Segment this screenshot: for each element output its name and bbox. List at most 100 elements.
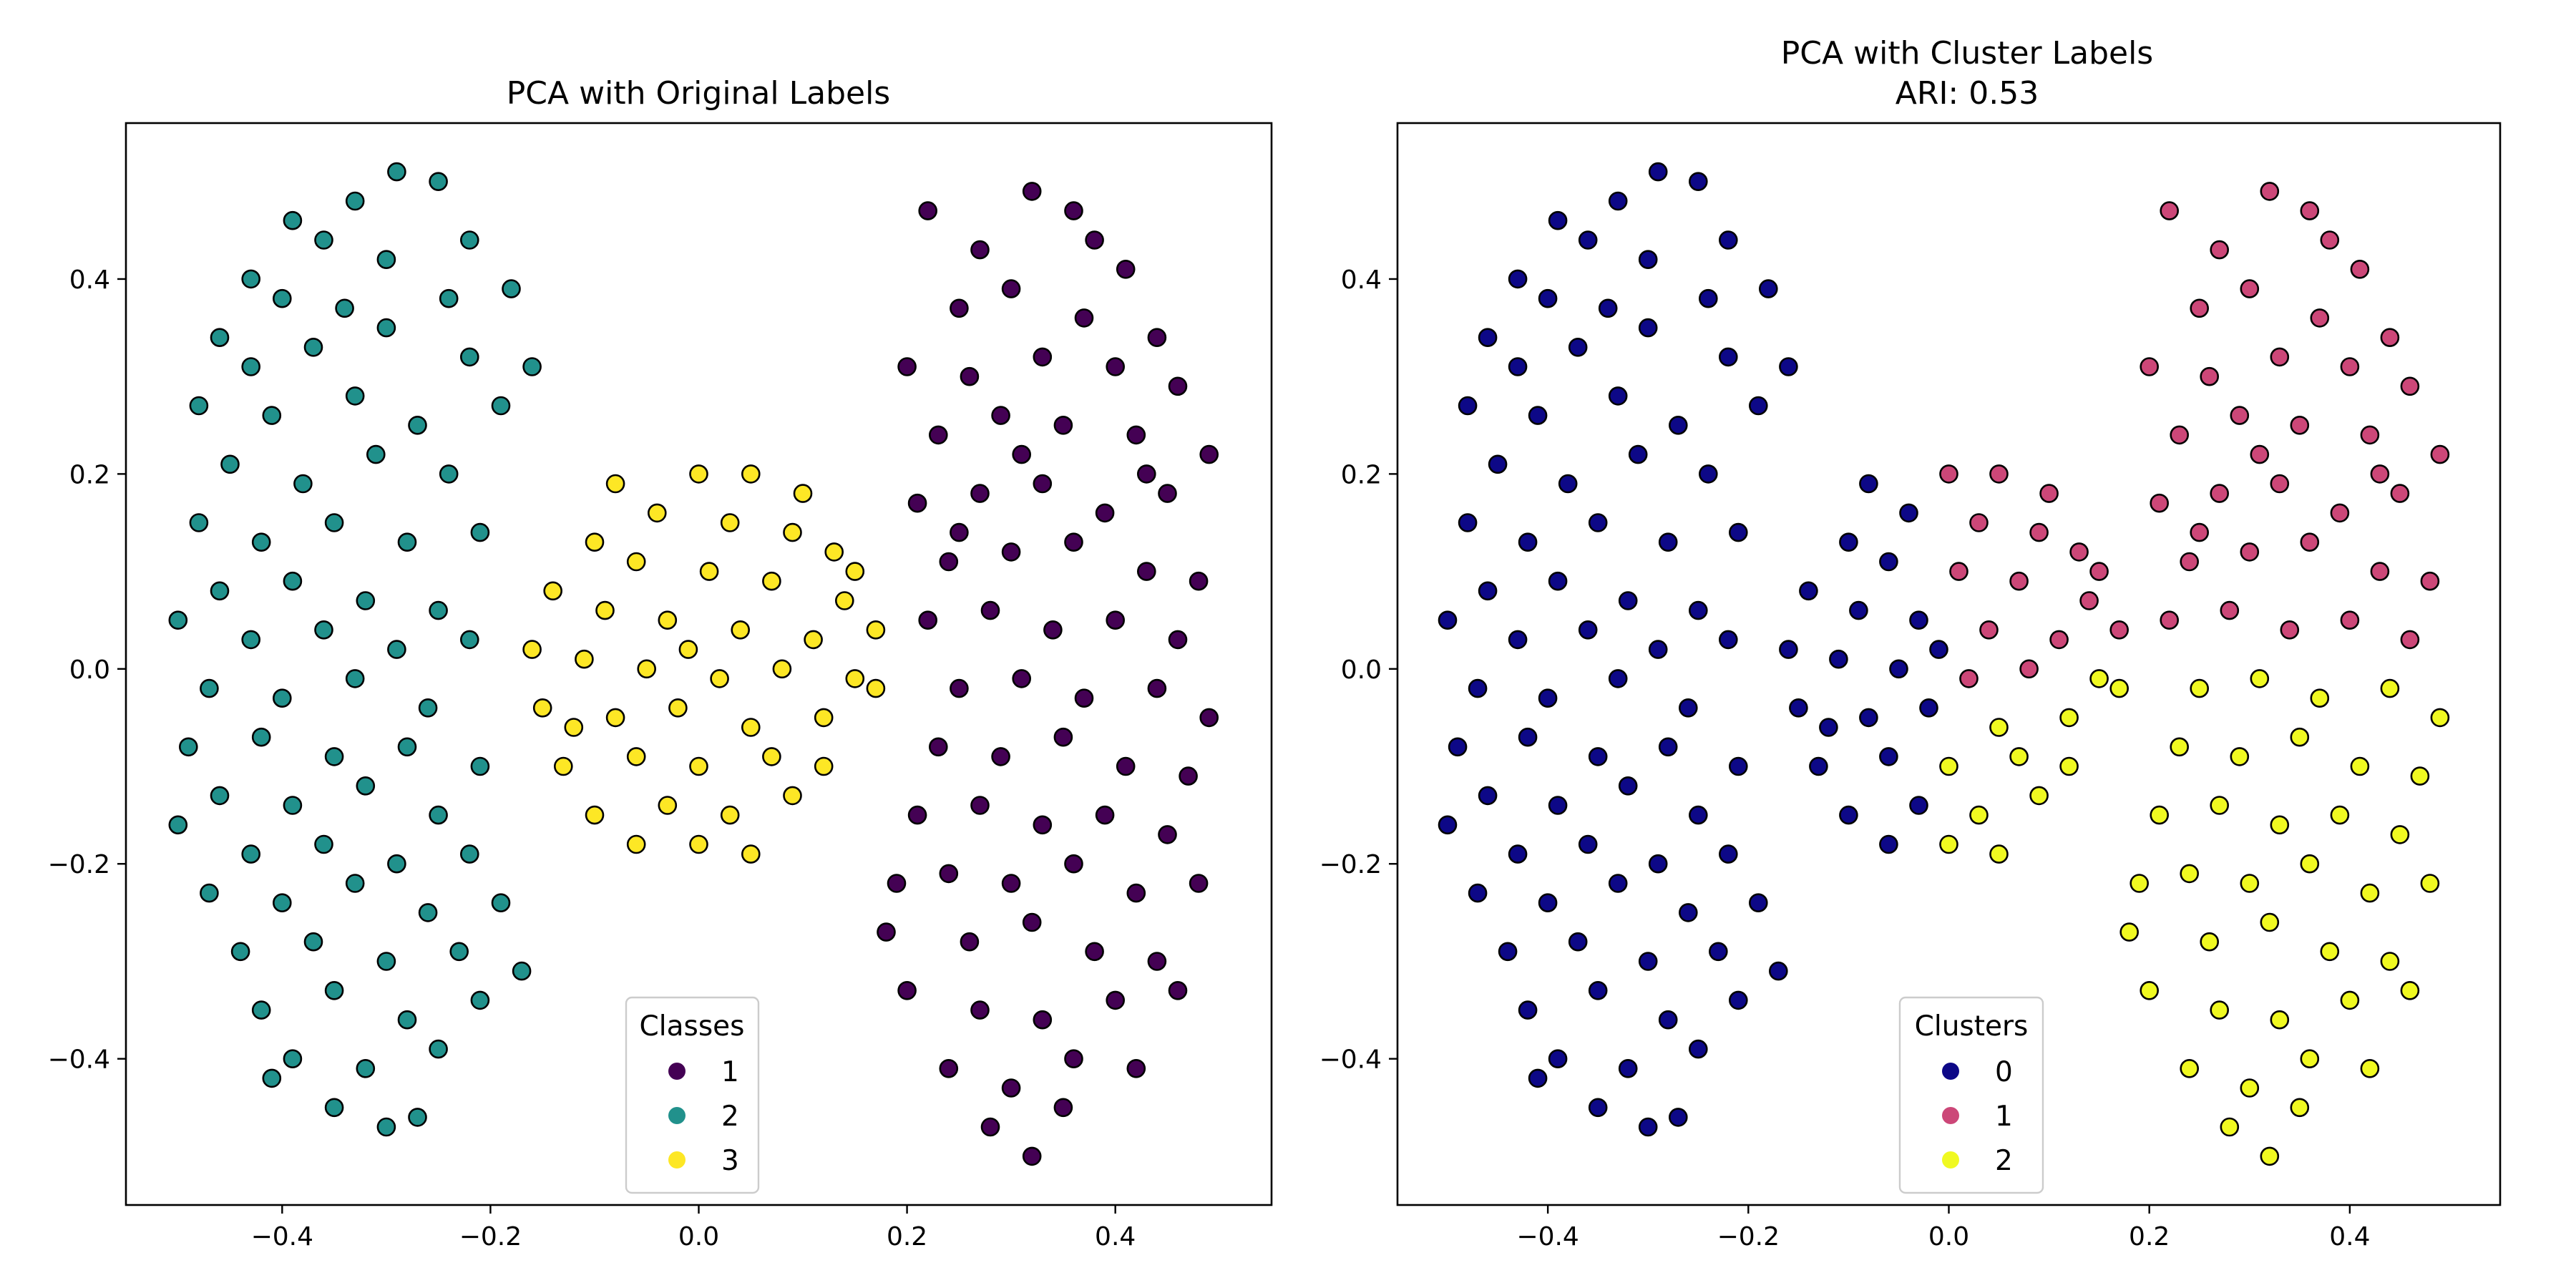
point-series-0-2 (1608, 191, 1628, 211)
point-series-1-4 (1116, 259, 1136, 279)
point-series-0-78 (1669, 1108, 1688, 1127)
point-series-1-10 (2200, 366, 2219, 386)
point-series-2-14 (2390, 825, 2410, 844)
point-series-0-19 (1528, 406, 1548, 425)
point-series-0-52 (1618, 776, 1638, 796)
point-series-1-21 (2270, 474, 2290, 494)
point-series-1-30 (2220, 600, 2240, 620)
point-series-2-5 (2170, 737, 2189, 757)
point-series-2-18 (2360, 883, 2380, 903)
x-tick-label: 0.0 (1928, 1222, 1969, 1252)
point-series-2-25 (2140, 981, 2159, 1000)
point-series-0-34 (1618, 591, 1638, 610)
point-series-0-61 (1608, 874, 1628, 893)
point-series-1-47 (1979, 620, 1999, 640)
point-series-1-1 (2210, 240, 2229, 260)
point-series-1-19 (2150, 493, 2169, 513)
point-series-1-25 (2240, 542, 2260, 562)
y-tick-label: −0.4 (1319, 1045, 1382, 1075)
point-series-2-16 (459, 347, 479, 367)
point-series-1-23 (1158, 484, 1177, 503)
legend-marker-class-3 (668, 1151, 686, 1169)
point-series-1-13 (2400, 376, 2420, 396)
point-series-2-30 (397, 532, 417, 552)
point-series-0-38 (1578, 620, 1598, 640)
point-series-3-15 (658, 610, 678, 630)
point-series-0-91 (1859, 708, 1878, 728)
scatter-points (1438, 162, 2450, 1166)
point-series-1-36 (1074, 688, 1094, 708)
point-series-1-56 (1022, 912, 1042, 932)
point-series-0-18 (1458, 396, 1478, 416)
point-series-1-40 (991, 747, 1010, 766)
point-series-2-19 (2420, 874, 2440, 893)
point-series-1-20 (970, 484, 990, 503)
point-series-0-87 (1779, 640, 1798, 659)
point-series-3-11 (762, 571, 781, 591)
point-series-2-43 (2009, 747, 2029, 766)
point-series-3-39 (783, 786, 802, 806)
point-series-1-7 (2310, 308, 2330, 328)
point-series-1-24 (939, 552, 959, 572)
point-series-2-36 (2290, 1098, 2310, 1118)
point-series-0-45 (1448, 737, 1468, 757)
chart-title: PCA with Cluster Labels (1781, 35, 2153, 72)
chart-subtitle: ARI: 0.53 (1896, 75, 2039, 112)
point-series-2-60 (272, 893, 292, 912)
panel-original-labels: PCA with Original Labels −0.4 −0.2 0.0 0.2 0… (48, 75, 1273, 1252)
point-series-1-27 (1137, 562, 1156, 581)
point-series-2-54 (168, 815, 188, 835)
point-series-2-35 (429, 600, 448, 620)
point-series-2-24 (293, 474, 313, 494)
point-series-2-37 (241, 630, 261, 650)
point-series-2-13 (2330, 805, 2350, 825)
point-series-1-11 (2270, 347, 2290, 367)
point-series-3-2 (741, 464, 761, 484)
legend-label-class-3: 3 (721, 1145, 739, 1177)
point-series-0-11 (1699, 288, 1718, 308)
point-series-3-32 (626, 747, 646, 766)
point-series-1-44 (907, 805, 927, 825)
point-series-2-13 (241, 357, 261, 376)
point-series-0-5 (1578, 230, 1598, 250)
point-series-2-69 (251, 1000, 271, 1020)
chart-title: PCA with Original Labels (507, 75, 890, 112)
point-series-2-61 (345, 874, 365, 893)
point-series-1-70 (1053, 1098, 1073, 1118)
point-series-0-36 (1438, 610, 1458, 630)
y-tick-label: −0.2 (48, 850, 110, 879)
point-series-1-38 (1939, 464, 1958, 484)
point-series-0-66 (1638, 952, 1658, 971)
point-series-3-14 (595, 600, 615, 620)
point-series-0-37 (1508, 630, 1528, 650)
point-series-2-7 (2290, 727, 2310, 747)
point-series-3-9 (626, 552, 646, 572)
point-series-3-25 (532, 698, 552, 718)
point-series-1-22 (1095, 503, 1115, 523)
point-series-1-17 (2360, 425, 2380, 445)
point-series-0-68 (1769, 961, 1788, 981)
point-series-2-9 (210, 328, 230, 348)
point-series-2-21 (408, 415, 427, 435)
point-series-2-30 (2180, 1059, 2199, 1078)
point-series-1-17 (1126, 425, 1146, 445)
point-series-3-4 (647, 503, 667, 523)
point-series-1-26 (1064, 532, 1083, 552)
x-tick-label: −0.4 (251, 1222, 313, 1252)
point-series-0-24 (1558, 474, 1578, 494)
point-series-3-22 (710, 669, 729, 688)
point-series-0-92 (1919, 698, 1938, 718)
point-series-0-51 (1548, 796, 1568, 815)
point-series-2-49 (470, 756, 490, 776)
point-series-3-33 (689, 756, 708, 776)
point-series-2-55 (241, 844, 261, 864)
point-series-1-50 (1001, 874, 1021, 893)
point-series-2-22 (491, 396, 511, 416)
point-series-0-83 (1879, 552, 1898, 572)
point-series-1-27 (2370, 562, 2390, 581)
x-tick-label: 0.4 (1095, 1222, 1136, 1252)
point-series-0-0 (1648, 162, 1668, 182)
scatter-points (168, 162, 1219, 1166)
point-series-1-47 (1095, 805, 1115, 825)
point-series-0-79 (1528, 1068, 1548, 1088)
